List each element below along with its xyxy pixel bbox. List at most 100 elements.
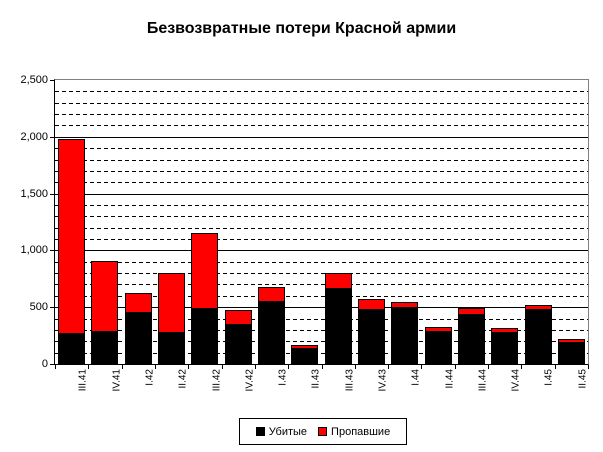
chart-title: Безвозвратные потери Красной армии bbox=[146, 20, 457, 37]
gridline-minor-1100 bbox=[55, 239, 588, 241]
x-axis-tick-13 bbox=[488, 365, 490, 369]
legend-label-missing: Пропавшие bbox=[331, 425, 391, 438]
legend-item-killed: Убитые bbox=[255, 425, 308, 438]
gridline-minor-2400 bbox=[55, 91, 588, 93]
x-axis-tick-4 bbox=[188, 365, 190, 369]
bar-killed-I.44 bbox=[391, 307, 419, 364]
x-category-label-II.44: II.44 bbox=[444, 369, 456, 389]
x-axis-tick-14 bbox=[521, 365, 523, 369]
bar-missing-III.44 bbox=[457, 308, 485, 315]
bar-killed-III.41 bbox=[58, 333, 86, 364]
x-axis-tick-0 bbox=[55, 365, 56, 369]
gridline-minor-800 bbox=[55, 273, 588, 275]
gridline-major-500 bbox=[55, 307, 588, 309]
x-axis-tick-1 bbox=[88, 365, 90, 369]
y-major-tick-2000 bbox=[50, 136, 55, 138]
gridline-major-1000 bbox=[55, 250, 588, 252]
bar-missing-II.44 bbox=[424, 327, 452, 333]
y-major-tick-1500 bbox=[50, 193, 55, 195]
bar-missing-II.43 bbox=[291, 344, 319, 350]
legend: Убитые Пропавшие bbox=[239, 418, 407, 445]
bar-missing-III.42 bbox=[191, 232, 219, 310]
missing-swatch-icon bbox=[318, 427, 328, 436]
x-category-label-IV.42: IV.42 bbox=[244, 369, 256, 392]
x-axis-tick-16 bbox=[588, 365, 589, 369]
bar-killed-III.42 bbox=[191, 309, 219, 364]
x-category-label-III.44: III.44 bbox=[477, 369, 489, 392]
bar-missing-I.42 bbox=[124, 293, 152, 314]
y-major-tick-0 bbox=[50, 364, 55, 365]
bar-killed-III.43 bbox=[324, 289, 352, 364]
gridline-minor-900 bbox=[55, 261, 588, 263]
x-category-label-IV.44: IV.44 bbox=[510, 369, 522, 392]
killed-swatch-icon bbox=[255, 427, 265, 436]
gridline-minor-1700 bbox=[55, 170, 588, 172]
bar-killed-I.43 bbox=[258, 302, 286, 364]
gridline-major-2000 bbox=[55, 136, 588, 138]
x-axis-tick-10 bbox=[388, 365, 390, 369]
gridline-minor-2300 bbox=[55, 102, 588, 104]
gridline-minor-1600 bbox=[55, 182, 588, 184]
x-axis-tick-2 bbox=[121, 365, 123, 369]
bar-missing-I.43 bbox=[258, 287, 286, 303]
legend-label-killed: Убитые bbox=[268, 425, 308, 438]
x-category-label-IV.43: IV.43 bbox=[377, 369, 389, 392]
gridline-major-1500 bbox=[55, 193, 588, 195]
bar-killed-II.45 bbox=[557, 342, 585, 364]
x-category-label-IV.41: IV.41 bbox=[110, 369, 122, 392]
y-tick-label-1000: 1,000 bbox=[20, 244, 48, 257]
bar-killed-I.42 bbox=[124, 313, 152, 364]
x-axis-tick-5 bbox=[221, 365, 223, 369]
x-axis-tick-11 bbox=[421, 365, 423, 369]
gridline-minor-1400 bbox=[55, 204, 588, 206]
bar-missing-I.45 bbox=[524, 304, 552, 311]
x-axis-tick-12 bbox=[454, 365, 456, 369]
gridline-minor-400 bbox=[55, 318, 588, 320]
bar-missing-IV.41 bbox=[91, 260, 119, 333]
x-category-label-I.42: I.42 bbox=[144, 369, 156, 386]
bar-missing-III.41 bbox=[58, 138, 86, 334]
bar-missing-IV.44 bbox=[491, 328, 519, 334]
y-major-tick-1000 bbox=[50, 250, 55, 252]
bar-missing-IV.42 bbox=[224, 310, 252, 325]
y-tick-label-0: 0 bbox=[41, 358, 48, 370]
gridline-minor-100 bbox=[55, 352, 588, 354]
bar-missing-II.45 bbox=[557, 339, 585, 343]
bar-missing-III.43 bbox=[324, 273, 352, 290]
gridline-minor-200 bbox=[55, 341, 588, 343]
x-axis-tick-8 bbox=[321, 365, 323, 369]
y-tick-label-1500: 1,500 bbox=[20, 187, 48, 200]
bar-killed-II.43 bbox=[291, 349, 319, 364]
x-category-label-III.41: III.41 bbox=[77, 369, 89, 392]
y-tick-label-500: 500 bbox=[29, 301, 48, 314]
x-category-label-II.45: II.45 bbox=[577, 369, 589, 389]
x-category-label-I.43: I.43 bbox=[277, 369, 289, 386]
gridline-minor-1900 bbox=[55, 148, 588, 150]
bar-killed-II.44 bbox=[424, 332, 452, 364]
bar-killed-IV.42 bbox=[224, 324, 252, 364]
y-major-tick-500 bbox=[50, 307, 55, 309]
bar-killed-IV.44 bbox=[491, 333, 519, 364]
x-axis-tick-6 bbox=[254, 365, 256, 369]
x-category-label-III.42: III.42 bbox=[210, 369, 222, 392]
gridline-minor-700 bbox=[55, 284, 588, 286]
gridline-minor-300 bbox=[55, 329, 588, 331]
bar-missing-II.42 bbox=[158, 273, 186, 334]
bar-killed-I.45 bbox=[524, 310, 552, 364]
gridline-minor-1800 bbox=[55, 159, 588, 161]
x-category-label-II.43: II.43 bbox=[310, 369, 322, 389]
bar-killed-II.42 bbox=[158, 333, 186, 364]
bar-killed-III.44 bbox=[457, 314, 485, 364]
legend-item-missing: Пропавшие bbox=[318, 426, 390, 438]
gridline-minor-1200 bbox=[55, 227, 588, 229]
x-category-label-I.45: I.45 bbox=[544, 369, 556, 386]
plot-area bbox=[54, 79, 589, 365]
bar-missing-I.44 bbox=[391, 302, 419, 308]
x-category-label-II.42: II.42 bbox=[177, 369, 189, 389]
bar-missing-IV.43 bbox=[357, 299, 385, 311]
bar-killed-IV.43 bbox=[357, 310, 385, 364]
x-axis-tick-9 bbox=[354, 365, 356, 369]
x-category-label-I.44: I.44 bbox=[410, 369, 422, 386]
gridline-minor-600 bbox=[55, 295, 588, 297]
bar-killed-IV.41 bbox=[91, 332, 119, 364]
